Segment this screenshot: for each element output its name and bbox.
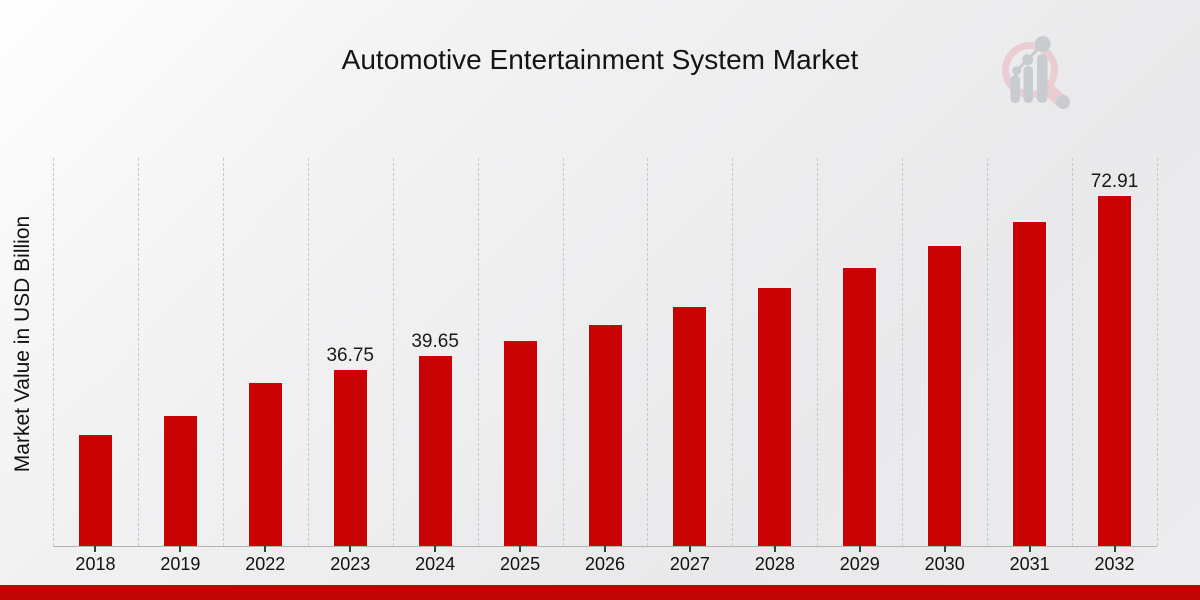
x-axis-tick [858, 546, 861, 552]
vertical-gridline [1157, 158, 1158, 546]
vertical-gridline [392, 158, 394, 546]
x-axis-tick [773, 546, 776, 552]
bar-2023 [332, 369, 368, 546]
bar-value-label-2024: 39.65 [411, 331, 459, 353]
bar-2025 [502, 340, 538, 546]
x-tick-label-2018: 2018 [75, 554, 116, 574]
vertical-gridline [817, 158, 819, 546]
vertical-gridline [987, 158, 989, 546]
x-tick-label-2030: 2030 [924, 554, 965, 574]
x-tick-label-2032: 2032 [1094, 554, 1135, 574]
bar-value-label-2023: 36.75 [326, 345, 374, 367]
x-axis-tick [1028, 546, 1031, 552]
vertical-gridline [53, 158, 54, 546]
bar-2022 [247, 381, 283, 546]
x-axis-tick [943, 546, 946, 552]
x-axis-tick [434, 546, 437, 552]
x-axis-tick [688, 546, 691, 552]
vertical-gridline [137, 158, 139, 546]
vertical-gridline [732, 158, 734, 546]
bar-2018 [77, 434, 113, 546]
x-tick-label-2025: 2025 [500, 554, 541, 574]
bar-2028 [757, 287, 793, 546]
bar-2030 [927, 244, 963, 546]
x-axis-tick [1113, 546, 1116, 552]
bar-value-label-2032: 72.91 [1090, 171, 1139, 193]
x-tick-label-2023: 2023 [330, 554, 371, 574]
x-tick-label-2024: 2024 [415, 554, 456, 574]
x-axis-tick [519, 546, 522, 552]
x-tick-label-2026: 2026 [584, 554, 626, 574]
y-axis-label: Market Value in USD Billion [11, 215, 34, 473]
x-tick-label-2019: 2019 [160, 554, 201, 574]
bar-2032 [1097, 195, 1133, 546]
vertical-gridline [562, 158, 564, 546]
chart-title: Automotive Entertainment System Market [341, 44, 859, 75]
bar-2031 [1012, 220, 1048, 546]
vertical-gridline [1072, 158, 1074, 546]
x-tick-label-2029: 2029 [839, 554, 880, 574]
bar-2027 [672, 306, 708, 546]
x-axis-tick [349, 546, 352, 552]
x-tick-label-2027: 2027 [669, 554, 710, 574]
bar-2029 [842, 266, 878, 546]
x-axis-tick [604, 546, 606, 552]
x-axis-tick [179, 546, 182, 552]
x-axis-tick [264, 546, 267, 552]
x-tick-label-2031: 2031 [1009, 554, 1050, 574]
bar-2026 [587, 323, 623, 546]
market-research-future-logo-icon [1002, 36, 1070, 109]
vertical-gridline [902, 158, 904, 546]
x-axis-tick [94, 546, 97, 552]
bar-2019 [162, 414, 198, 546]
vertical-gridline [222, 158, 224, 546]
bar-2024 [417, 355, 453, 546]
vertical-gridline [477, 158, 479, 546]
plot-area: 2018 2019 2022 36.75 2023 39.65 2024 2025 2026 20… [53, 158, 1158, 574]
vertical-gridline [307, 158, 309, 546]
vertical-gridline [647, 158, 649, 546]
footer-stripe [0, 585, 1200, 600]
x-tick-label-2022: 2022 [245, 554, 286, 574]
x-tick-label-2028: 2028 [754, 554, 795, 574]
